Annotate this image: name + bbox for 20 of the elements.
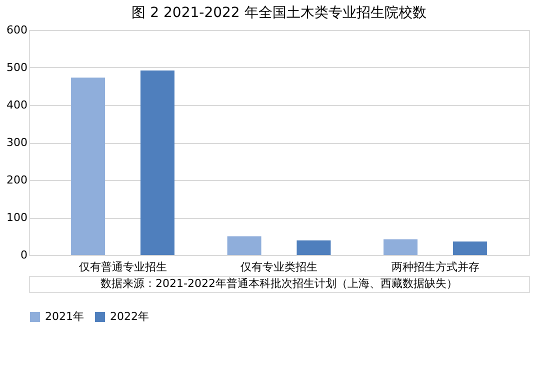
bar xyxy=(71,78,106,255)
bar xyxy=(227,236,262,255)
bar xyxy=(140,70,174,255)
x-tick-label: 仅有专业类招生 xyxy=(240,260,318,274)
y-tick-label: 200 xyxy=(6,174,28,186)
y-tick-label: 100 xyxy=(6,211,28,224)
y-tick-label: 400 xyxy=(6,98,28,112)
bar xyxy=(296,240,331,255)
x-tick-label: 仅有普通专业招生 xyxy=(78,260,167,274)
source-note: 数据来源：2021-2022年普通本科批次招生计划（上海、西藏数据缺失） xyxy=(100,277,458,290)
legend-label: 2022年 xyxy=(110,310,149,323)
chart-title: 图 2 2021-2022 年全国土木类专业招生院校数 xyxy=(132,5,426,21)
y-tick-label: 300 xyxy=(6,136,28,149)
y-tick-label: 600 xyxy=(6,24,28,36)
y-tick-label: 0 xyxy=(20,248,28,262)
x-tick-label: 两种招生方式并存 xyxy=(391,260,480,274)
bar xyxy=(452,242,487,255)
y-tick-label: 500 xyxy=(6,61,28,74)
bar xyxy=(384,239,418,255)
legend-label: 2021年 xyxy=(45,310,84,323)
